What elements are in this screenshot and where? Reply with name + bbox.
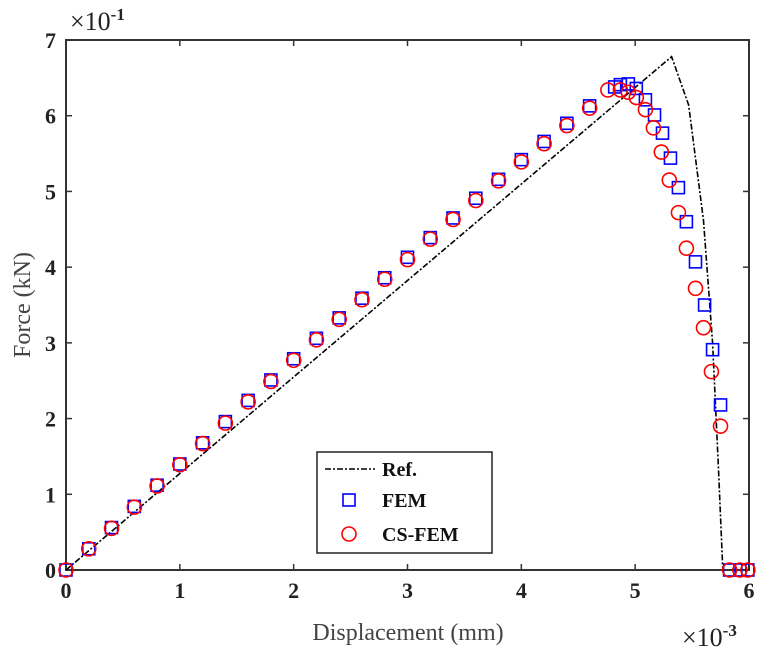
fem-point (613, 77, 628, 92)
csfem-point (308, 332, 325, 348)
fem-point (59, 563, 73, 577)
csfem-point (661, 172, 678, 188)
csfem-point (612, 82, 629, 98)
fem-point (705, 342, 720, 357)
csfem-point (126, 499, 143, 515)
fem-point (679, 214, 694, 229)
x-tick-label: 3 (402, 578, 413, 603)
csfem-point (331, 311, 348, 328)
fem-point (638, 93, 653, 107)
csfem-point (678, 240, 695, 257)
csfem-point (399, 251, 416, 268)
csfem-point (467, 192, 484, 209)
x-tick-label: 6 (744, 578, 755, 603)
y-tick-label: 1 (45, 482, 56, 507)
csfem-point (653, 144, 670, 160)
fem-point (722, 563, 737, 577)
csfem-point (80, 540, 97, 557)
csfem-point (581, 100, 598, 116)
csfem-point (712, 418, 729, 434)
csfem-point (194, 435, 211, 452)
csfem-point (58, 562, 74, 578)
x-tick-label: 0 (61, 578, 72, 603)
csfem-point (559, 117, 575, 134)
legend-ref-label: Ref. (382, 459, 417, 481)
csfem-point (695, 319, 712, 336)
x-tick-label: 4 (516, 578, 527, 603)
csfem-point (217, 415, 234, 431)
y-tick-label: 3 (45, 331, 56, 356)
legend-fem-marker (342, 493, 356, 507)
csfem-point (620, 84, 637, 101)
csfem-point (422, 231, 439, 247)
csfem-point (263, 373, 279, 390)
csfem-point (740, 562, 756, 578)
csfem-point (490, 173, 507, 189)
y-tick-label: 6 (45, 104, 56, 129)
csfem-point (513, 154, 530, 170)
csfem-point (445, 211, 461, 228)
x-tick-label: 5 (630, 578, 641, 603)
csfem-point (149, 478, 165, 494)
legend-fem-label: FEM (382, 490, 427, 512)
csfem-point (628, 89, 645, 106)
fem-point (697, 298, 712, 312)
ref-line (65, 55, 724, 571)
csfem-point (637, 101, 654, 118)
csfem-point (721, 562, 738, 578)
fem-point (688, 255, 703, 269)
fem-point (655, 126, 670, 140)
fem-point (733, 563, 747, 577)
y-tick-label: 0 (45, 558, 56, 583)
legend: Ref. FEM CS-FEM (316, 451, 493, 554)
y-tick-label: 4 (45, 255, 56, 280)
fem-point (671, 180, 686, 195)
csfem-point (354, 291, 370, 308)
y-tick-label: 7 (45, 28, 56, 53)
y-multiplier: ×10-1 (70, 5, 125, 36)
csfem-point (703, 363, 720, 380)
x-axis-label: Displacement (mm) (312, 620, 503, 646)
csfem-point (645, 120, 662, 136)
csfem-point (376, 271, 393, 288)
csfem-point (732, 562, 748, 578)
fem-point (741, 563, 755, 577)
csfem-point (687, 280, 704, 297)
csfem-point (172, 456, 188, 473)
y-axis-label: Force (kN) (10, 252, 36, 358)
csfem-point (285, 352, 302, 369)
csfem-point (670, 204, 687, 221)
csfem-point (240, 394, 256, 410)
y-tick-label: 2 (45, 407, 56, 432)
legend-csfem-label: CS-FEM (382, 524, 459, 546)
y-tick-label: 5 (45, 179, 56, 204)
fem-point (629, 81, 644, 96)
x-tick-label: 2 (288, 578, 299, 603)
fem-point (81, 541, 96, 556)
legend-csfem-marker (341, 526, 357, 542)
fem-point (713, 398, 728, 412)
csfem-point (536, 135, 552, 152)
x-tick-label: 1 (174, 578, 185, 603)
x-multiplier: ×10-3 (682, 621, 737, 652)
csfem-point (600, 82, 616, 98)
csfem-point (103, 520, 120, 537)
